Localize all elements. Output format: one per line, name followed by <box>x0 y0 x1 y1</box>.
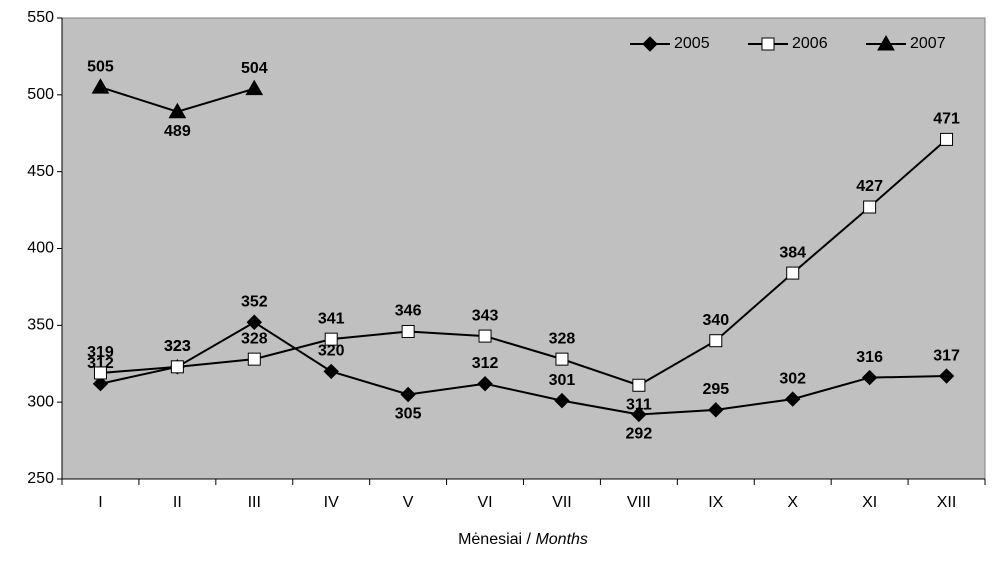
marker <box>324 332 338 346</box>
x-tick-label: IX <box>708 494 723 511</box>
legend-label: 2005 <box>674 35 710 52</box>
legend-label: 2006 <box>792 35 828 52</box>
data-label: 504 <box>241 60 268 77</box>
legend-marker <box>877 34 895 51</box>
data-label: 301 <box>549 372 576 389</box>
legend-marker <box>761 37 775 51</box>
marker <box>786 266 800 280</box>
x-tick-label: VIII <box>627 494 651 511</box>
x-tick-label: I <box>98 494 102 511</box>
x-tick-label: VII <box>552 494 572 511</box>
data-label: 352 <box>241 293 268 310</box>
x-tick-label: X <box>787 494 798 511</box>
marker <box>938 368 955 384</box>
marker <box>246 314 262 330</box>
x-tick-label: XI <box>862 494 877 511</box>
data-label: 292 <box>626 426 653 443</box>
data-label: 311 <box>626 396 652 413</box>
data-label: 346 <box>395 303 422 320</box>
data-label: 312 <box>87 355 114 372</box>
y-tick-label: 350 <box>27 317 54 334</box>
data-label: 471 <box>933 111 960 128</box>
y-tick-label: 450 <box>27 163 54 180</box>
marker <box>863 200 877 214</box>
x-tick-label: V <box>403 494 414 511</box>
marker <box>477 376 493 392</box>
data-label: 323 <box>164 338 191 355</box>
x-tick-label: III <box>248 494 261 511</box>
marker <box>168 102 187 119</box>
y-tick-label: 300 <box>27 393 54 410</box>
legend-label: 2007 <box>910 35 946 52</box>
marker <box>631 406 647 423</box>
data-label: 295 <box>702 381 729 398</box>
y-tick-label: 250 <box>27 470 54 487</box>
data-label: 305 <box>395 406 422 423</box>
x-tick-label: IV <box>324 494 339 511</box>
data-label: 489 <box>164 123 191 140</box>
marker <box>785 391 801 407</box>
marker <box>92 376 109 392</box>
marker <box>247 352 261 366</box>
marker <box>401 324 415 338</box>
marker <box>91 78 110 94</box>
data-label: 302 <box>779 370 806 387</box>
marker <box>555 352 569 366</box>
x-tick-label: II <box>173 494 182 511</box>
x-axis-label: Mėnesiai / Months <box>458 531 588 548</box>
data-label: 341 <box>318 310 345 327</box>
series-line <box>100 321 947 416</box>
y-tick-label: 400 <box>27 240 54 257</box>
data-label: 320 <box>318 343 345 360</box>
data-label: 323 <box>164 338 191 355</box>
x-tick-label: VI <box>477 494 492 511</box>
data-label: 384 <box>779 244 806 261</box>
data-label: 317 <box>933 347 960 364</box>
data-label: 316 <box>856 349 883 366</box>
x-tick-label: XII <box>937 494 957 511</box>
marker <box>478 329 492 343</box>
y-tick-label: 500 <box>27 86 54 103</box>
marker <box>940 132 954 146</box>
data-label: 343 <box>472 307 499 324</box>
marker <box>245 79 264 96</box>
y-tick-label: 550 <box>27 9 54 26</box>
marker <box>554 392 570 409</box>
marker <box>861 369 878 386</box>
data-label: 340 <box>702 312 729 329</box>
legend-marker <box>642 36 658 52</box>
data-label: 328 <box>549 330 576 347</box>
data-label: 505 <box>87 58 114 75</box>
marker <box>708 402 724 418</box>
marker <box>709 334 723 348</box>
marker <box>93 366 107 380</box>
x-label-text: Mėnesiai / <box>458 531 531 548</box>
data-label: 328 <box>241 330 268 347</box>
marker <box>400 386 416 403</box>
series-line <box>100 138 948 387</box>
data-label: 312 <box>472 355 499 372</box>
marker <box>170 360 184 374</box>
marker <box>632 378 646 392</box>
plot-area <box>61 17 986 480</box>
data-label: 427 <box>856 178 883 195</box>
marker <box>323 363 339 380</box>
data-label: 319 <box>87 344 114 361</box>
x-label-italic: Months <box>535 531 587 548</box>
